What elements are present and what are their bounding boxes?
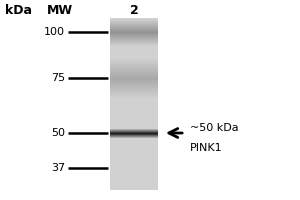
Text: 37: 37	[51, 163, 65, 173]
Text: 100: 100	[44, 27, 65, 37]
Text: PINK1: PINK1	[190, 143, 223, 153]
Text: MW: MW	[47, 3, 73, 17]
Text: 2: 2	[130, 3, 138, 17]
Text: 75: 75	[51, 73, 65, 83]
Text: 50: 50	[51, 128, 65, 138]
Text: kDa: kDa	[4, 3, 32, 17]
Text: ~50 kDa: ~50 kDa	[190, 123, 238, 133]
